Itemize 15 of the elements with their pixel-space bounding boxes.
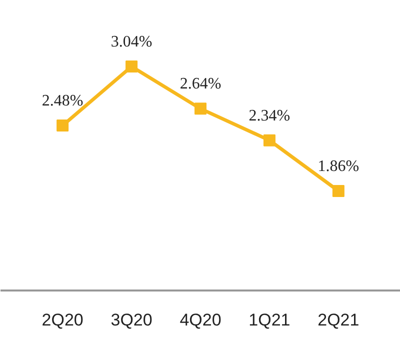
x-tick-label: 3Q20	[110, 310, 152, 330]
point	[56, 120, 69, 132]
x-tick-label: 4Q20	[180, 310, 222, 330]
point	[332, 184, 344, 197]
data-label: 2.64%	[180, 76, 222, 93]
data-label: 3.04%	[110, 34, 152, 50]
point	[126, 60, 138, 72]
point	[263, 134, 276, 146]
data-label: 1.86%	[318, 158, 360, 175]
x-tick-label: 2Q21	[318, 310, 360, 330]
x-tick-label: 2Q20	[42, 310, 84, 330]
data-label: 2.48%	[42, 92, 84, 110]
x-tick-label: 1Q21	[248, 310, 290, 330]
data-label: 2.34%	[248, 107, 290, 124]
point	[194, 102, 206, 115]
